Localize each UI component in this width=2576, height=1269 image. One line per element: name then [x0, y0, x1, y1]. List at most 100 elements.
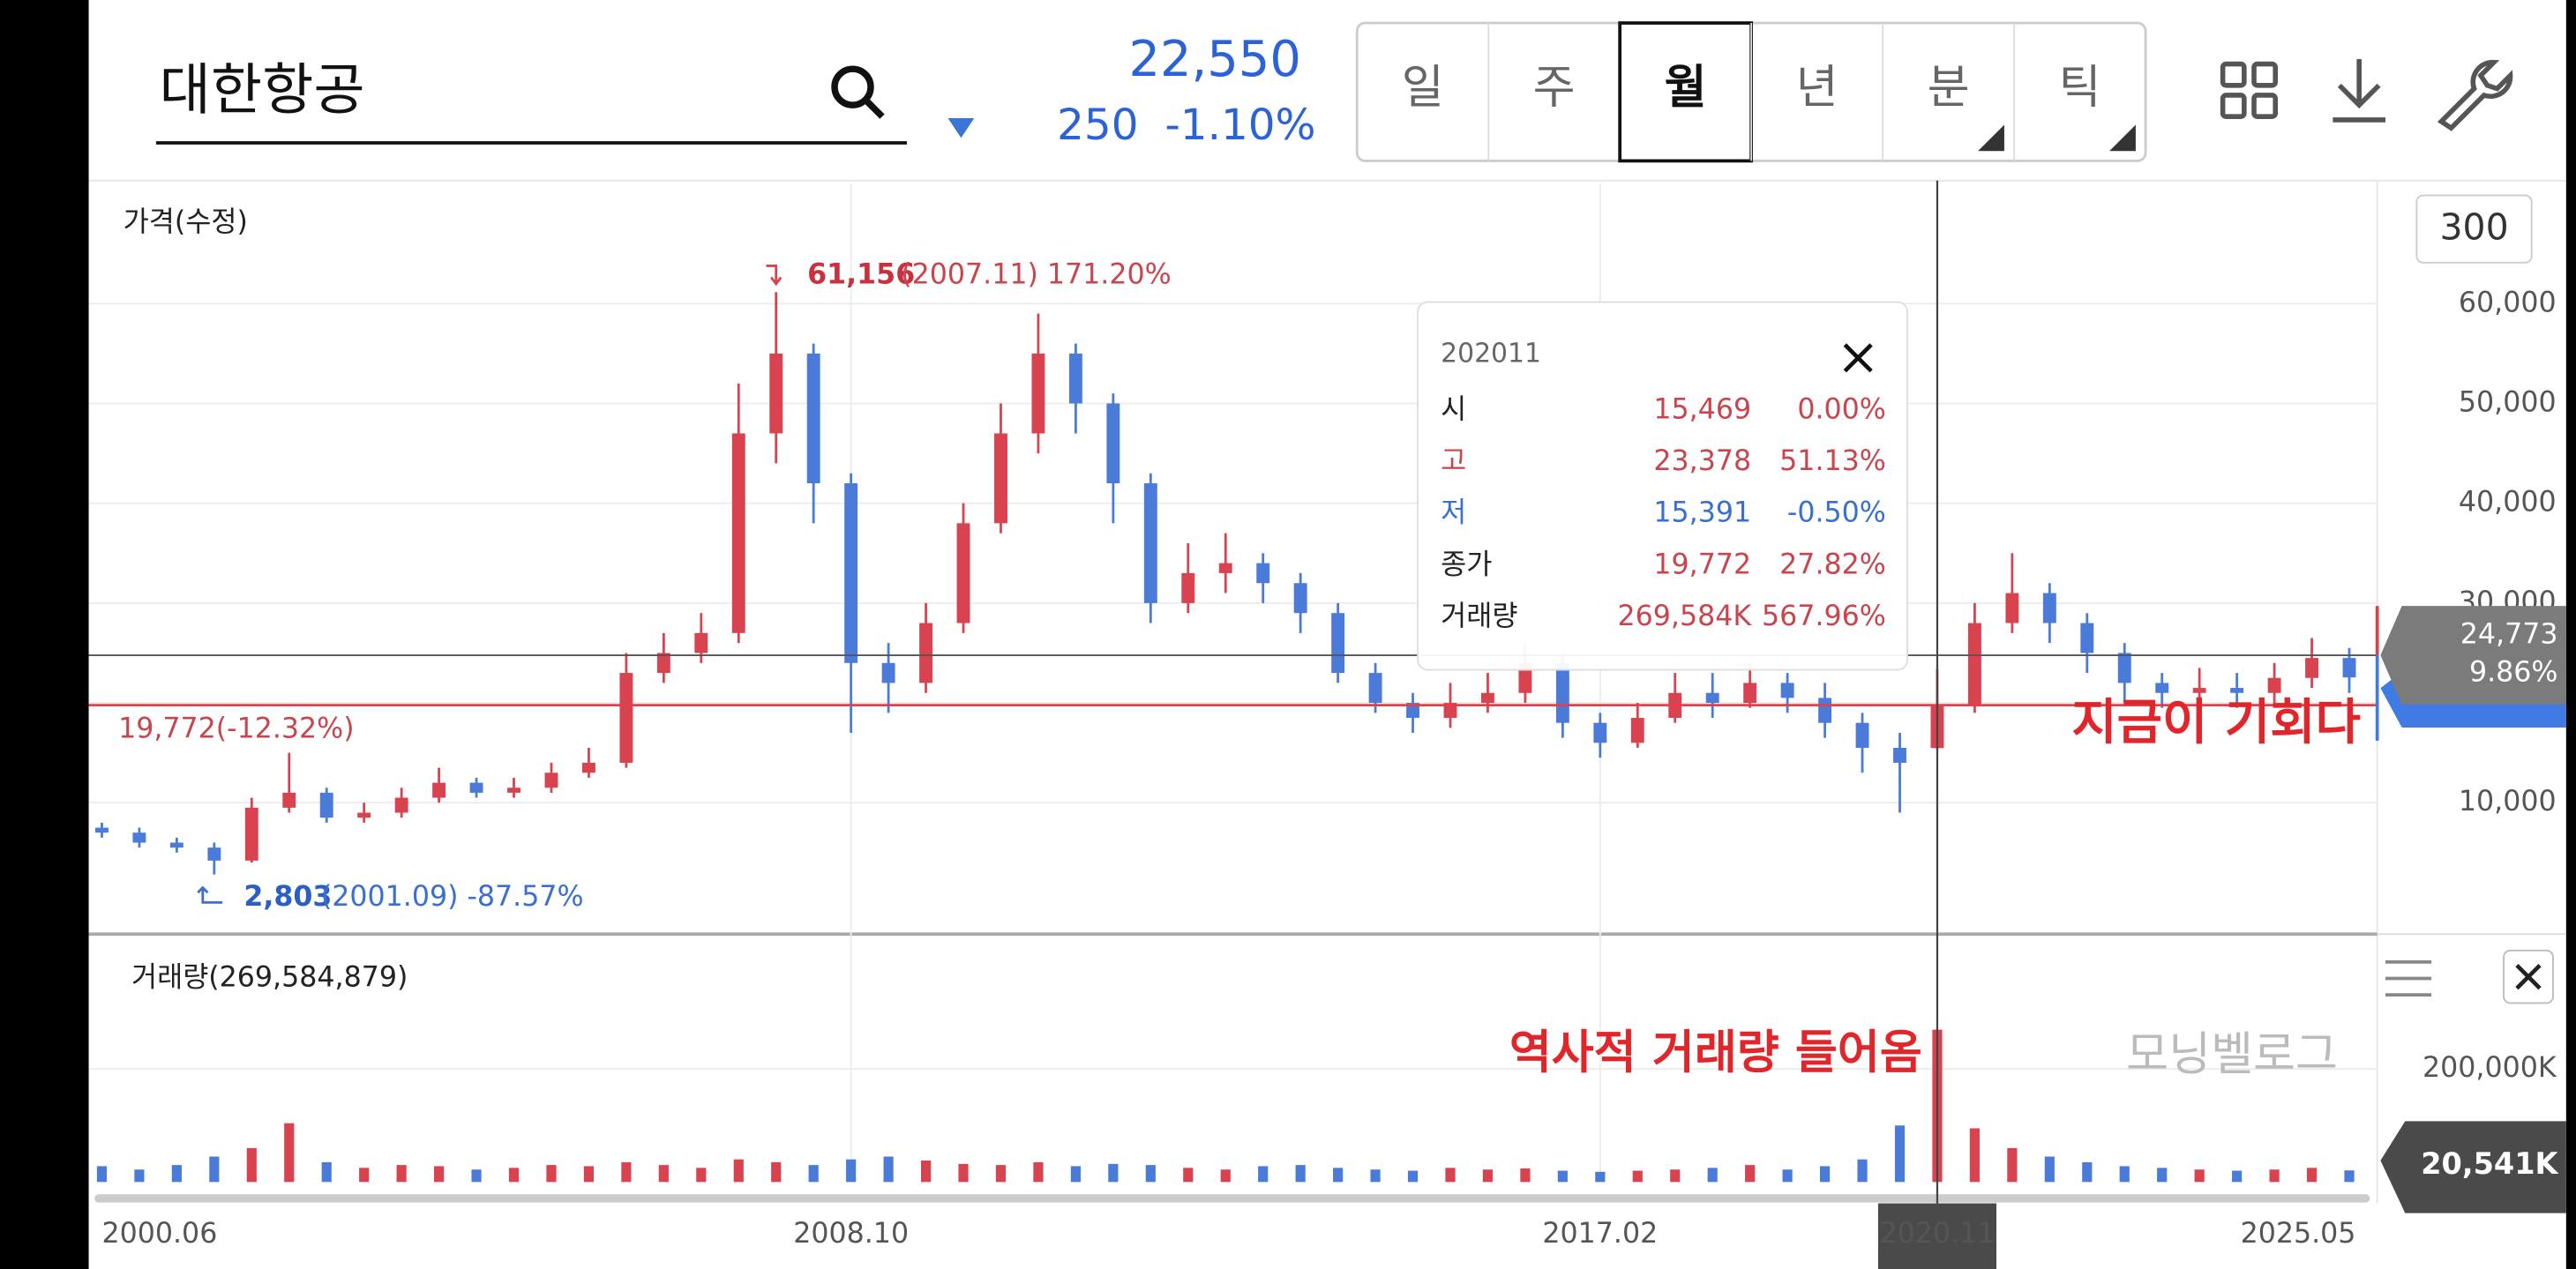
tooltip: 202011 시 15,469 0.00% 고 23,378 51.13% 저 15,391 -0… [1417, 301, 1908, 671]
tooltip-row-label: 종가 [1441, 549, 1492, 580]
volume-bar [2157, 1168, 2168, 1183]
tooltip-close[interactable] [1843, 343, 1873, 373]
volume-bar [1108, 1163, 1119, 1183]
candle-body [432, 782, 446, 798]
candle-body [244, 807, 258, 861]
tooltip-box [1417, 301, 1908, 671]
volume-bar [1183, 1168, 1194, 1183]
tab-label[interactable]: 일 [1402, 61, 1444, 114]
candle-body [1967, 623, 1981, 705]
volume-bar [583, 1166, 595, 1183]
volume-bar [1333, 1168, 1344, 1183]
tooltip-row-value: 19,772 [1653, 549, 1751, 580]
candle-body [1555, 662, 1569, 723]
grid-icon[interactable] [2220, 61, 2279, 119]
tooltip-date: 202011 [1441, 339, 1541, 370]
candle-body [1331, 613, 1345, 674]
volume-tick-label: 200,000K [2422, 1052, 2557, 1084]
x-tick-label: 2008.10 [793, 1218, 909, 1250]
left-bezel [0, 0, 89, 1269]
volume-bar [96, 1166, 108, 1183]
volume-bar [1520, 1168, 1531, 1183]
candle-body [469, 782, 483, 793]
volume-bar [995, 1165, 1007, 1183]
tooltip-row-pct: 567.96% [1762, 601, 1886, 632]
period-box[interactable] [2415, 194, 2533, 264]
tooltip-row-value: 15,391 [1653, 497, 1751, 529]
volume-bar [1445, 1168, 1456, 1183]
candle-body [1256, 563, 1270, 584]
volume-bar [808, 1165, 819, 1183]
tooltip-row-label: 저 [1441, 497, 1466, 529]
candle-body [1368, 673, 1382, 704]
tab-label[interactable]: 년 [1796, 61, 1838, 114]
candle-body [2192, 688, 2206, 693]
price-note: 지금이 기회다 [2071, 694, 2361, 751]
tooltip-row-value: 15,469 [1653, 393, 1751, 425]
volume-bar [471, 1169, 482, 1183]
candle-body [1593, 722, 1607, 743]
tab-selected[interactable] [1618, 21, 1754, 163]
candle-body [844, 483, 858, 663]
tooltip-row-pct: -0.50% [1787, 497, 1886, 529]
down-triangle [947, 118, 975, 138]
x-tick-label: 2020.11 [1880, 1218, 1996, 1250]
tooltip-row-pct: 51.13% [1779, 445, 1886, 477]
tab-label[interactable]: 분 [1928, 61, 1970, 114]
candle-body [619, 673, 633, 763]
candle-body [132, 832, 146, 843]
volume-bar [2344, 1170, 2355, 1183]
volume-bar [134, 1169, 145, 1183]
volume-bar [434, 1166, 445, 1183]
candle-body [1406, 703, 1419, 719]
candle-body [169, 842, 183, 848]
volume-bar [621, 1161, 632, 1183]
download-icon[interactable] [2333, 59, 2385, 123]
volume-bar [1632, 1170, 1643, 1183]
volume-bar [1969, 1128, 1981, 1183]
candle-body [956, 523, 970, 623]
volume-bar [1595, 1171, 1606, 1183]
candle-body [1818, 698, 1832, 723]
candle-body [1705, 692, 1719, 704]
volume-bar [1707, 1168, 1718, 1183]
tooltip-row-label: 고 [1441, 445, 1466, 477]
candle-body [507, 788, 520, 793]
volume-bar [1670, 1169, 1681, 1183]
tab-label[interactable]: 틱 [2059, 61, 2101, 114]
volume-bar [658, 1165, 669, 1183]
candle-body [207, 847, 221, 861]
search-icon[interactable] [831, 65, 885, 119]
menu-icon[interactable] [2385, 960, 2432, 997]
tab-label[interactable]: 주 [1533, 61, 1576, 114]
stock-name[interactable]: 대한항공 [160, 57, 365, 123]
volume-bar [284, 1123, 295, 1183]
volume-bar [2269, 1169, 2280, 1183]
candle-body [394, 797, 408, 813]
tab-label[interactable]: 월 [1665, 61, 1707, 114]
min-value: 2,803 [243, 881, 332, 913]
candle-body [2080, 623, 2094, 653]
volume-bar [2232, 1170, 2243, 1183]
candle-body [1293, 583, 1307, 614]
volume-bar [1557, 1170, 1568, 1183]
candle-body [95, 827, 109, 833]
candle-body [694, 632, 708, 653]
price-change: 250 [1057, 101, 1138, 150]
right-bezel [2565, 0, 2576, 1269]
candle-body [1181, 572, 1195, 603]
reference-label: 19,772(-12.32%) [118, 713, 355, 745]
volume-bar [733, 1159, 744, 1183]
candle-body [1743, 683, 1757, 704]
candle-body [1068, 353, 1082, 404]
settings-icon[interactable] [2437, 59, 2513, 131]
volume-bar [1407, 1170, 1419, 1183]
period-value[interactable]: 300 [2439, 206, 2508, 249]
candle-body [1893, 747, 1906, 763]
x-tick-label: 2025.05 [2241, 1218, 2356, 1250]
volume-bar [2007, 1147, 2018, 1183]
close-pane-button[interactable] [2503, 949, 2554, 1004]
volume-bar [1145, 1165, 1156, 1183]
